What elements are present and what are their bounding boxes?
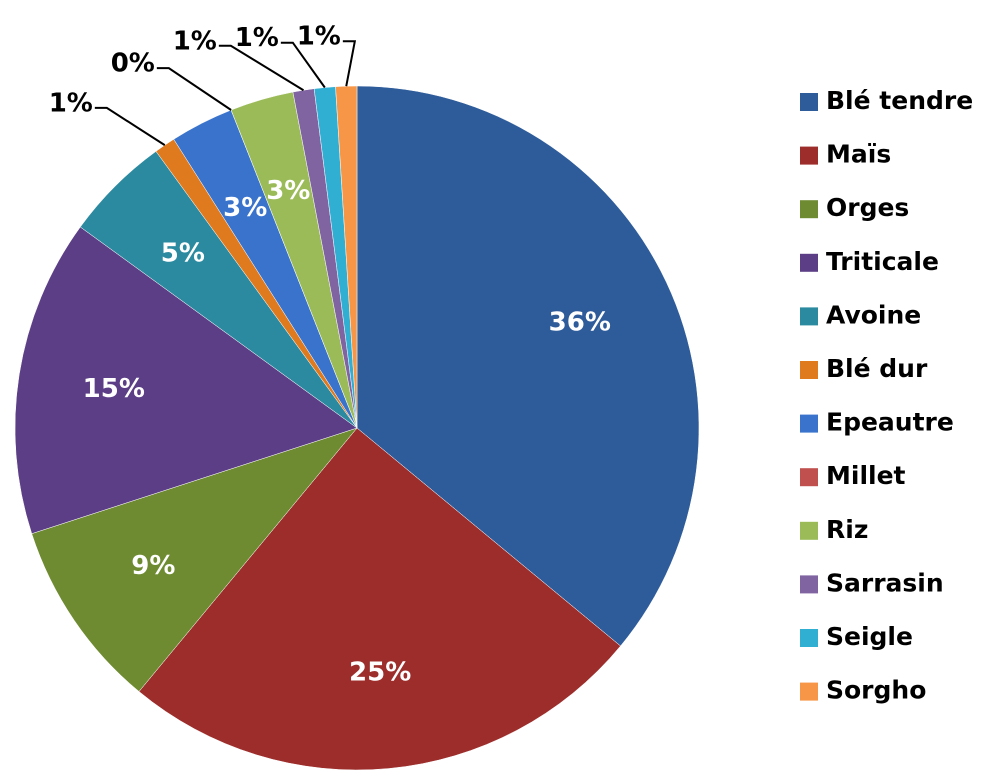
slice-label: 36% (549, 308, 611, 338)
slice-label: 3% (223, 193, 267, 223)
legend-swatch (800, 93, 818, 111)
legend-label: Triticale (826, 247, 939, 276)
leader-line (280, 41, 326, 89)
slice-label: 1% (235, 23, 279, 53)
slice-label: 15% (83, 374, 145, 404)
slice-label: 1% (297, 22, 341, 52)
pie-slice (138, 427, 621, 771)
legend-label: Riz (826, 515, 868, 544)
slice-label: 1% (49, 88, 93, 118)
legend-label: Avoine (826, 300, 921, 329)
pie-slice (14, 226, 358, 534)
slice-label: 0% (111, 49, 155, 79)
slice-label: 25% (349, 658, 411, 688)
legend-swatch (800, 361, 818, 379)
slice-label: 3% (266, 176, 310, 206)
pie-slice (31, 427, 358, 692)
slice-label: 1% (173, 26, 217, 56)
legend-swatch (800, 575, 818, 594)
legend-label: Sarrasin (826, 568, 944, 597)
legend-swatch (800, 682, 818, 701)
legend-swatch (800, 200, 818, 219)
legend-swatch (800, 307, 818, 326)
legend-swatch (800, 629, 818, 647)
pie-slice (356, 85, 700, 647)
leader-line (342, 40, 357, 87)
slice-label: 5% (161, 238, 205, 268)
leader-line (94, 106, 166, 146)
legend-label: Millet (826, 461, 906, 490)
legend-label: Epeautre (826, 408, 954, 437)
leader-line (156, 67, 232, 111)
legend-label: Orges (826, 193, 909, 222)
legend-label: Seigle (826, 622, 913, 651)
slice-label: 9% (131, 551, 175, 581)
legend-label: Blé tendre (826, 86, 973, 115)
leader-line (218, 44, 305, 92)
legend-swatch (800, 414, 818, 433)
legend-label: Sorgho (826, 676, 926, 705)
legend-label: Maïs (826, 140, 891, 169)
legend-swatch (800, 521, 818, 540)
legend-swatch (800, 253, 818, 272)
legend-swatch (800, 146, 818, 165)
legend-label: Blé dur (826, 354, 928, 383)
legend-swatch (800, 468, 818, 487)
